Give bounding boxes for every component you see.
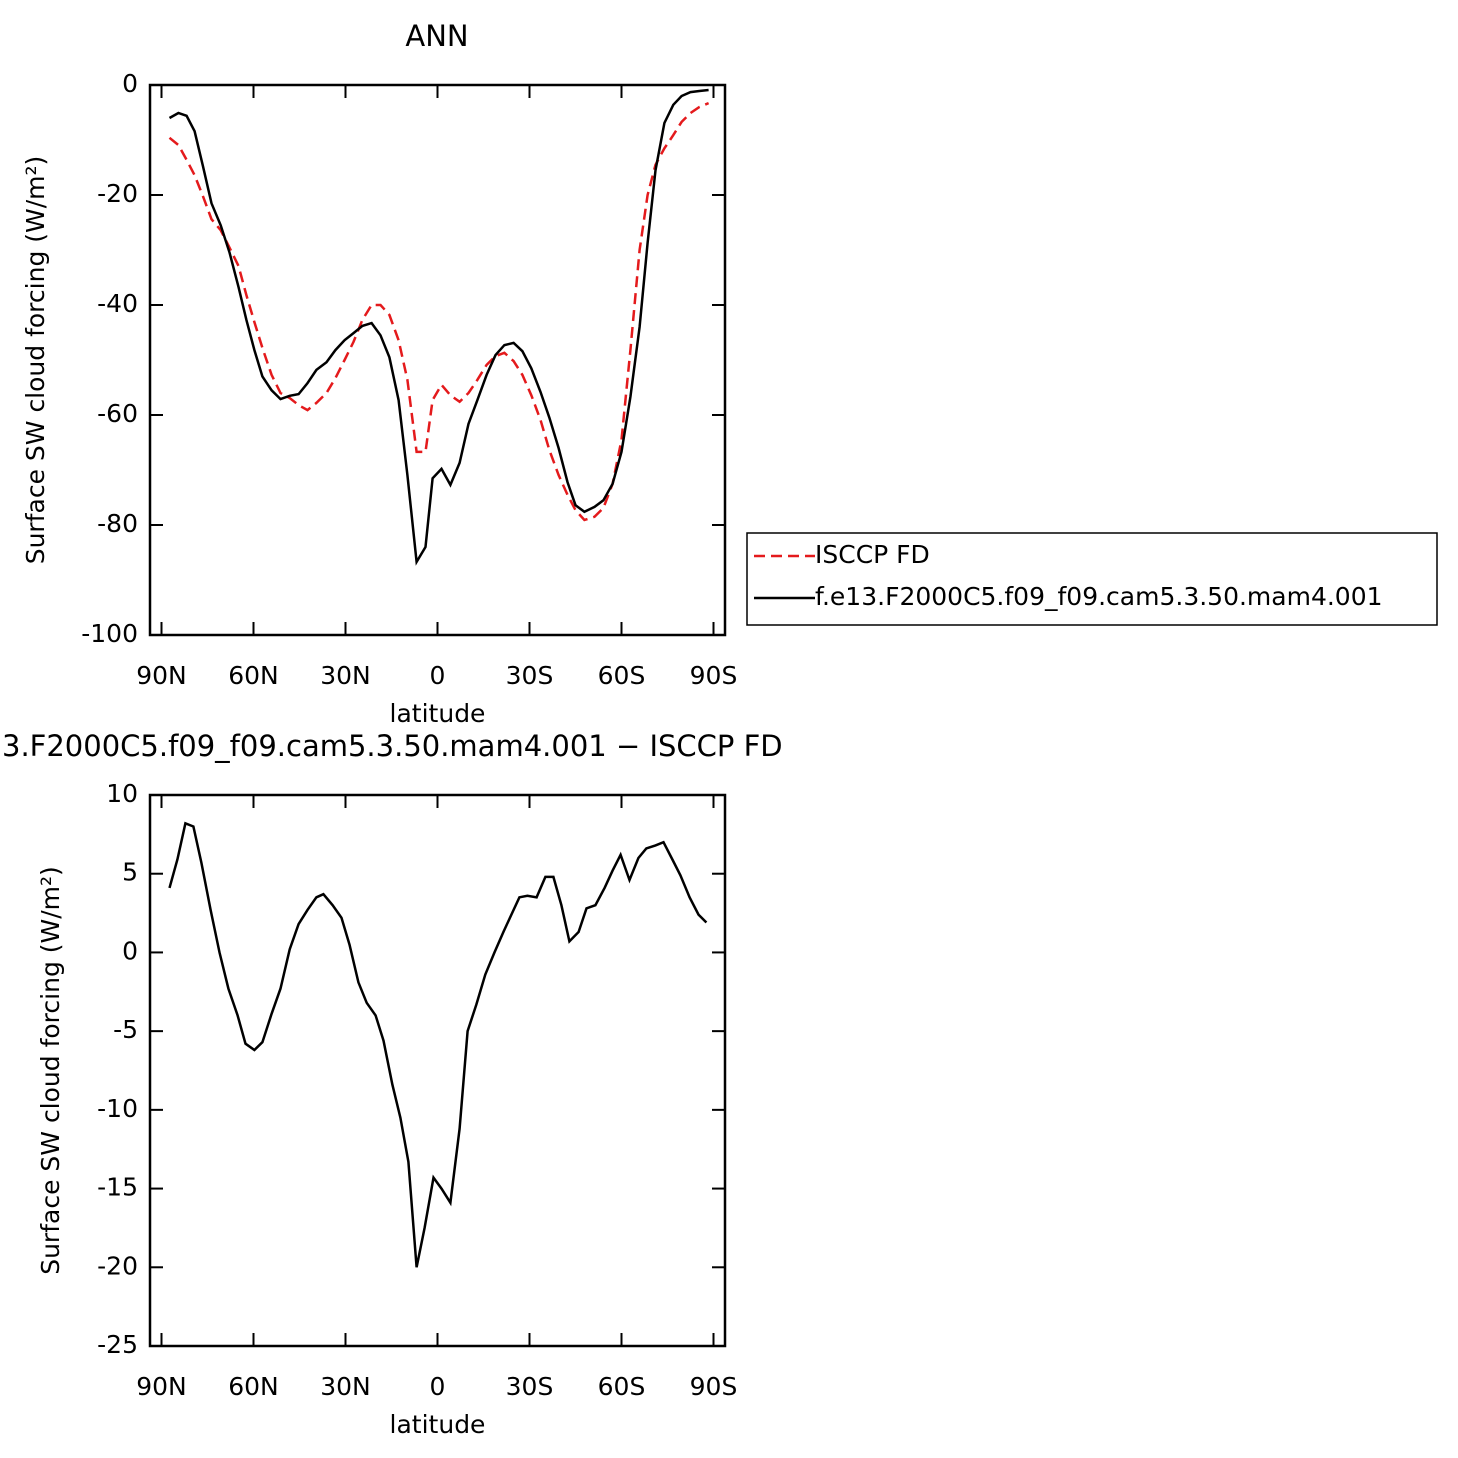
chart-title: ANN xyxy=(405,19,468,53)
x-tick-label: 60S xyxy=(598,1372,646,1401)
y-tick-label: -25 xyxy=(97,1330,138,1359)
x-axis-label: latitude xyxy=(390,1410,486,1439)
data-line xyxy=(168,88,709,566)
plot-frame xyxy=(148,83,727,637)
y-tick-label: -40 xyxy=(97,289,138,318)
plot-frame xyxy=(148,793,727,1348)
x-axis-label: latitude xyxy=(390,699,486,728)
y-axis-label: Surface SW cloud forcing (W/m²) xyxy=(21,156,50,565)
x-tick-label: 90N xyxy=(136,661,187,690)
x-tick-label: 60N xyxy=(228,1372,279,1401)
x-tick-label: 0 xyxy=(430,1372,446,1401)
x-tick-label: 30S xyxy=(506,1372,554,1401)
y-tick-label: -100 xyxy=(81,619,138,648)
legend-label: f.e13.F2000C5.f09_f09.cam5.3.50.mam4.001 xyxy=(815,582,1383,611)
x-tick-label: 90N xyxy=(136,1372,187,1401)
data-line xyxy=(168,821,708,1268)
legend-box xyxy=(746,532,1438,626)
y-tick-label: 0 xyxy=(122,936,138,965)
x-tick-label: 60N xyxy=(228,661,279,690)
chart-title: 3.F2000C5.f09_f09.cam5.3.50.mam4.001 − I… xyxy=(2,729,783,763)
y-tick-label: 10 xyxy=(106,779,138,808)
x-tick-label: 30N xyxy=(320,1372,371,1401)
y-tick-label: 0 xyxy=(122,69,138,98)
legend-label: ISCCP FD xyxy=(815,540,930,569)
y-tick-label: -80 xyxy=(97,509,138,538)
y-tick-label: -15 xyxy=(97,1173,138,1202)
x-tick-label: 90S xyxy=(690,661,738,690)
x-tick-label: 30S xyxy=(506,661,554,690)
x-tick-label: 90S xyxy=(690,1372,738,1401)
y-tick-label: -20 xyxy=(97,1251,138,1280)
y-tick-label: -20 xyxy=(97,179,138,208)
y-axis-label: Surface SW cloud forcing (W/m²) xyxy=(36,866,65,1275)
y-tick-label: 5 xyxy=(122,858,138,887)
x-tick-label: 60S xyxy=(598,661,646,690)
x-tick-label: 0 xyxy=(430,661,446,690)
x-tick-label: 30N xyxy=(320,661,371,690)
data-line xyxy=(168,101,710,522)
y-tick-label: -5 xyxy=(113,1015,138,1044)
y-tick-label: -60 xyxy=(97,399,138,428)
y-tick-label: -10 xyxy=(97,1094,138,1123)
